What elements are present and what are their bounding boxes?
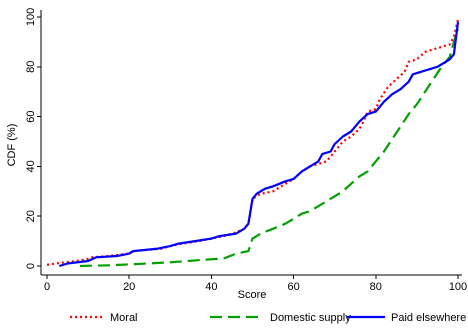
y-tick-label: 40 [25,160,37,172]
x-tick-label: 0 [44,281,50,293]
y-tick-label: 100 [25,8,37,26]
y-tick-label: 60 [25,110,37,122]
series-line-moral [47,20,458,265]
axes [41,10,462,275]
legend-label: Paid elsewhere [391,312,466,324]
legend: Moral Domestic supply Paid elsewhere [70,312,466,324]
x-tick-label: 40 [205,281,217,293]
legend-label: Domestic supply [270,312,351,324]
x-tick-label: 60 [287,281,299,293]
y-tick-label: 0 [25,263,37,269]
x-tick-label: 20 [123,281,135,293]
series-line-paid-elsewhere [59,22,458,266]
x-tick-label: 80 [370,281,382,293]
y-axis-title: CDF (%) [6,124,18,167]
legend-label: Moral [110,312,138,324]
y-tick-label: 20 [25,210,37,222]
x-tick-label: 100 [449,281,467,293]
series-lines [47,20,458,267]
series-line-domestic-supply [80,30,458,267]
y-tick-label: 80 [25,61,37,73]
x-axis-title: Score [238,289,267,301]
ticks: 0 20 40 60 80 100 0 20 40 60 80 100 [25,8,467,293]
